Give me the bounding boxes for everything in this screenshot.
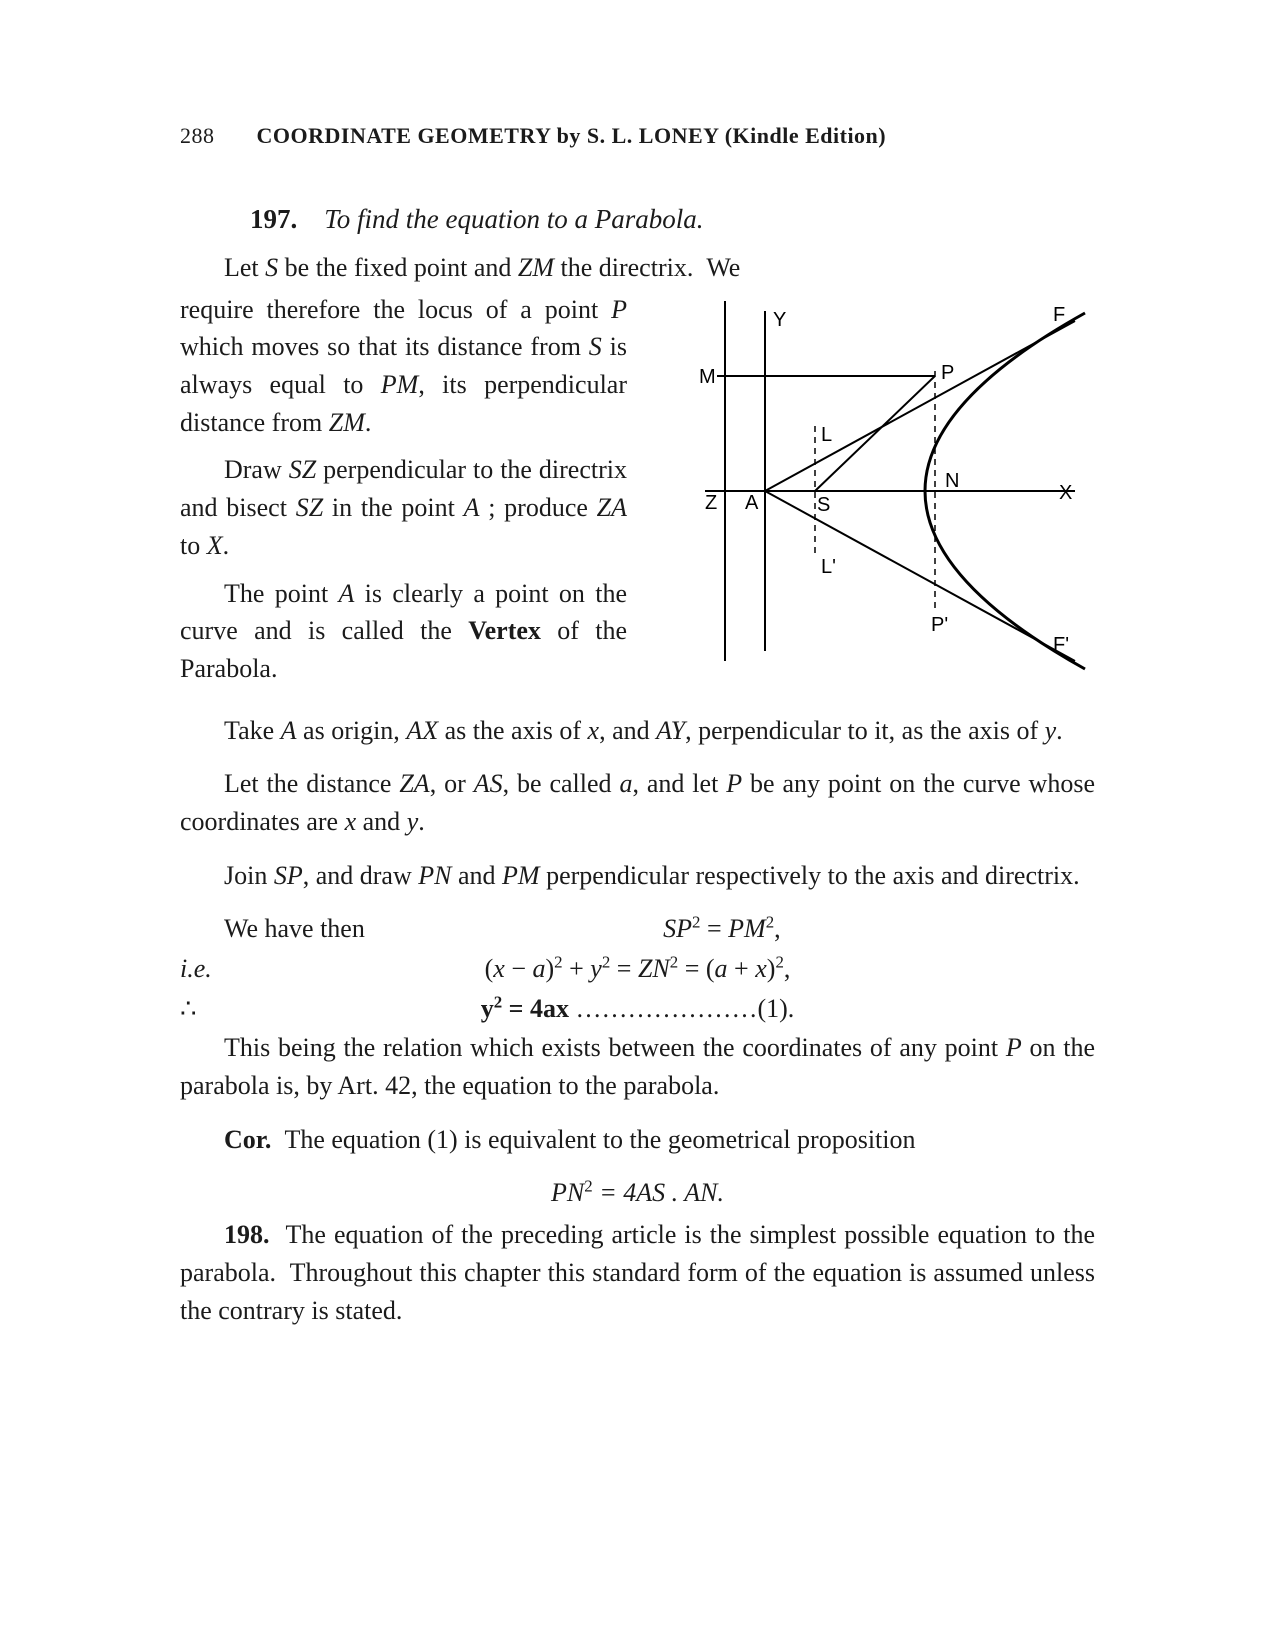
para-vertex: The point A is clearly a point on the cu… — [180, 575, 627, 688]
para-take-origin: Take A as origin, AX as the axis of x, a… — [180, 712, 1095, 750]
text-and-figure-row: require therefore the locus of a point P… — [180, 291, 1095, 698]
fig-label-S: S — [817, 494, 830, 516]
cor-eqn: PN2 = 4AS . AN. — [180, 1174, 1095, 1212]
corollary: Cor. The equation (1) is equivalent to t… — [180, 1121, 1095, 1159]
para-locus: require therefore the locus of a point P… — [180, 291, 627, 442]
fig-label-P: P — [941, 362, 954, 384]
therefore-symbol: ∴ — [180, 990, 240, 1028]
eqn-lead: We have then — [180, 910, 365, 948]
fig-label-N: N — [945, 470, 959, 492]
running-head-text: COORDINATE GEOMETRY by S. L. LONEY (Kind… — [257, 123, 887, 148]
cor-label: Cor. — [224, 1125, 271, 1154]
parabola-svg: Y F M P L N Z A S X L' P' F' — [655, 291, 1095, 671]
para-join-sp: Join SP, and draw PN and PM perpendicula… — [180, 857, 1095, 895]
para-let-distance: Let the distance ZA, or AS, be called a,… — [180, 765, 1095, 840]
eqn-expanded: i.e. (x − a)2 + y2 = ZN2 = (a + x)2, — [180, 950, 1095, 988]
page-number: 288 — [180, 120, 215, 152]
section-198-number: 198. — [224, 1220, 270, 1249]
left-text-column: require therefore the locus of a point P… — [180, 291, 627, 698]
para-draw-sz: Draw SZ perpendicular to the directrix a… — [180, 451, 627, 564]
parabola-figure: Y F M P L N Z A S X L' P' F' — [655, 291, 1095, 671]
fig-label-L: L — [821, 424, 832, 446]
fig-label-Lp: L' — [821, 556, 836, 578]
section-197-title: 197. To find the equation to a Parabola. — [250, 200, 1095, 239]
running-header: 288 COORDINATE GEOMETRY by S. L. LONEY (… — [180, 120, 1095, 152]
body-after-figure: Take A as origin, AX as the axis of x, a… — [180, 712, 1095, 1330]
para-conclusion: This being the relation which exists bet… — [180, 1029, 1095, 1104]
vertex-word: Vertex — [468, 616, 541, 645]
fig-label-Y: Y — [773, 309, 786, 331]
fig-label-M: M — [699, 366, 716, 388]
section-198: 198. The equation of the preceding artic… — [180, 1216, 1095, 1329]
section-197-lead: Let S be the fixed point and ZM the dire… — [180, 249, 1095, 287]
fig-label-Z: Z — [705, 492, 717, 514]
eqn-dots: ………………… — [575, 994, 757, 1023]
eqn-number: (1). — [757, 994, 794, 1023]
section-197-number: 197. — [250, 204, 297, 234]
fig-label-Fp: F' — [1053, 634, 1069, 656]
fig-label-F: F — [1053, 304, 1065, 326]
eqn-sp-pm: We have then SP2 = PM2, — [180, 910, 1095, 948]
eqn-result: ∴ y2 = 4ax …………………(1). — [180, 990, 1095, 1028]
fig-label-A: A — [745, 492, 759, 514]
fig-label-Pp: P' — [931, 614, 948, 636]
fig-label-X: X — [1059, 482, 1072, 504]
section-197-title-text: To find the equation to a Parabola. — [324, 204, 703, 234]
ie-label: i.e. — [180, 950, 240, 988]
